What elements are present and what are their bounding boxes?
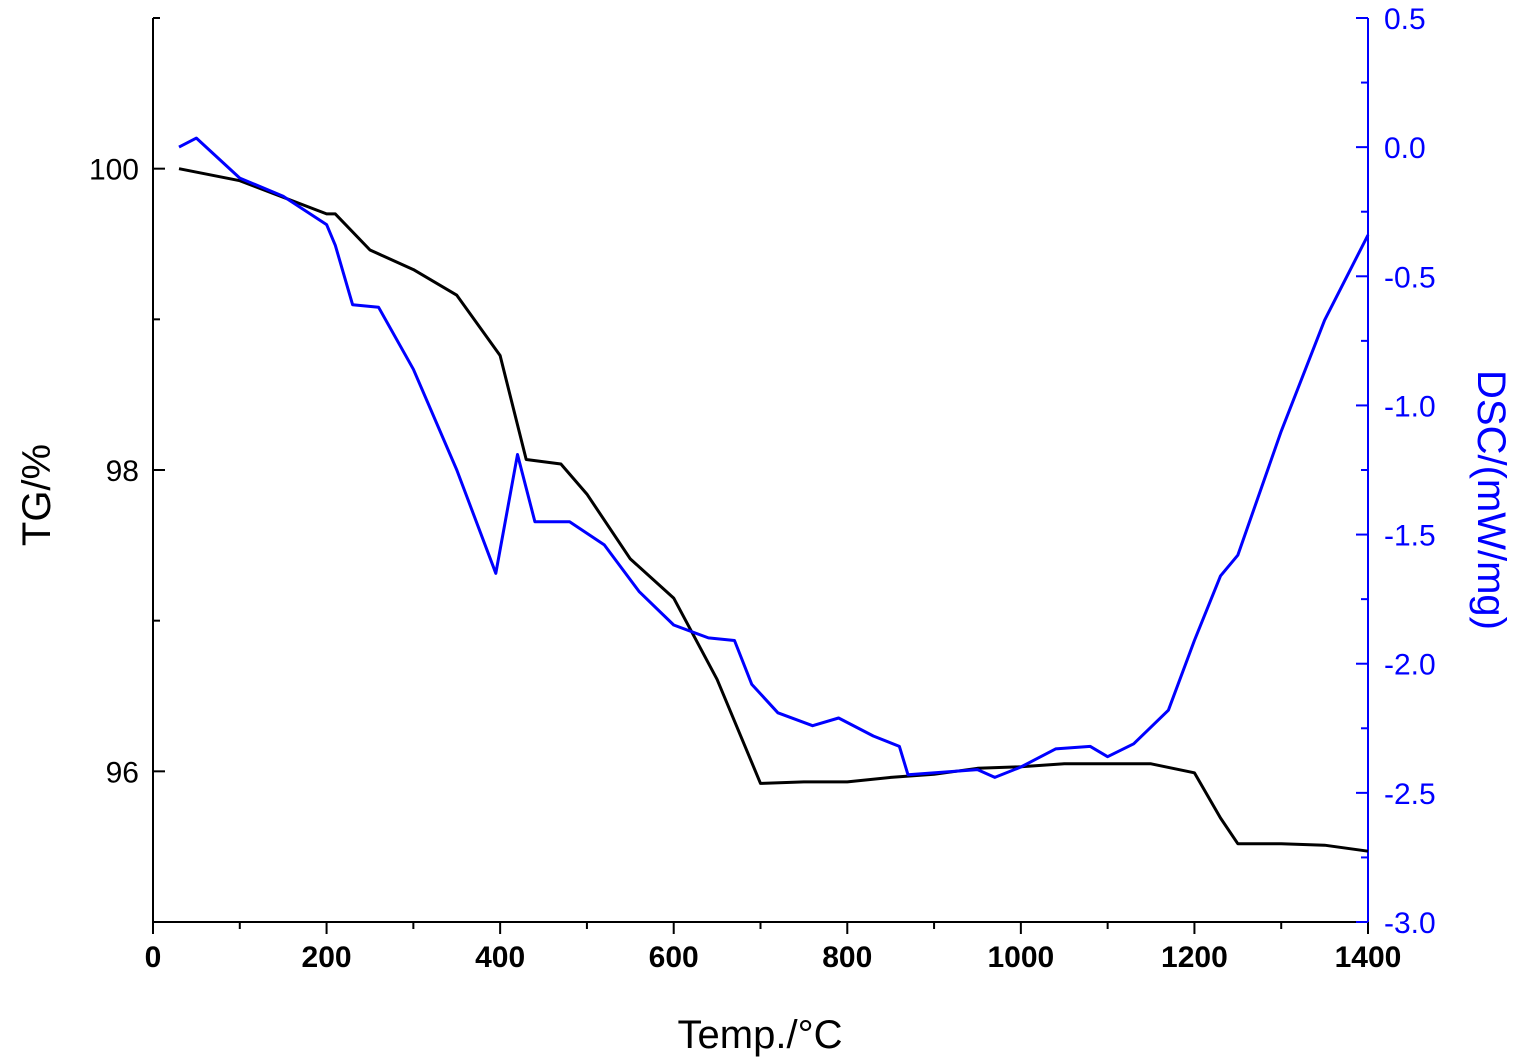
y2-tick-label: 0.5 — [1384, 3, 1426, 36]
y-tick-label: 98 — [106, 455, 139, 488]
y2-tick-label: -2.5 — [1384, 778, 1436, 811]
series-lines — [178, 136, 1370, 853]
x-tick-label: 0 — [145, 941, 162, 974]
y2-tick-label: -1.0 — [1384, 390, 1436, 423]
dsc-line — [178, 136, 1370, 779]
x-tick-label: 400 — [475, 941, 525, 974]
y2-tick-label: -1.5 — [1384, 520, 1436, 553]
y2-tick-label: 0.0 — [1384, 132, 1426, 165]
y2-tick-label: -3.0 — [1384, 907, 1436, 940]
tg-line — [178, 167, 1369, 853]
y2-axis-title: DSC/(mW/mg) — [1469, 370, 1513, 630]
y2-tick-label: -0.5 — [1384, 261, 1436, 294]
x-tick-label: 1400 — [1335, 941, 1402, 974]
x-tick-label: 1000 — [987, 941, 1054, 974]
y-tick-label: 96 — [106, 756, 139, 789]
y-axis-title: TG/% — [15, 444, 59, 546]
x-axis-title: Temp./°C — [678, 1013, 843, 1057]
y2-tick-label: -2.0 — [1384, 649, 1436, 682]
x-tick-label: 600 — [649, 941, 699, 974]
x-tick-label: 200 — [302, 941, 352, 974]
y-tick-label: 100 — [89, 154, 139, 187]
x-tick-label: 800 — [822, 941, 872, 974]
x-tick-label: 1200 — [1161, 941, 1228, 974]
axes: 0 200 400 600 800 1000 1200 1400 96 98 100 -3.0 -2.5… — [89, 3, 1436, 974]
